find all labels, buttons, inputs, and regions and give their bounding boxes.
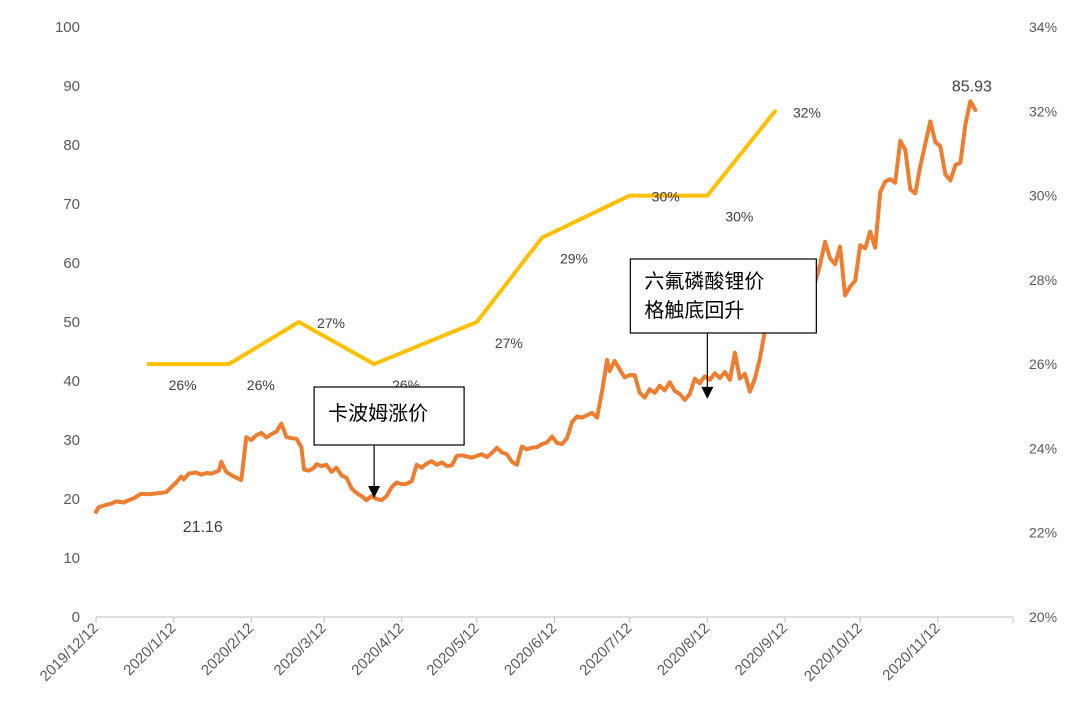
y-left-tick-label: 60 [63,255,80,272]
y-right-tick-label: 28% [1029,272,1057,288]
price-data-label: 21.16 [183,519,223,536]
x-tick-label: 2020/9/12 [732,620,791,679]
price-data-label: 85.93 [952,78,992,95]
x-tick-label: 2020/11/12 [879,620,943,684]
y-right-tick-label: 24% [1029,440,1057,456]
x-tick-label: 2020/4/12 [348,620,407,679]
y-left-tick-label: 100 [55,19,80,36]
annotation-text: 格触底回升 [644,298,744,322]
y-right-tick-label: 26% [1029,356,1057,372]
percent-series-line [146,109,777,367]
y-right-tick-label: 22% [1029,525,1057,541]
annotation-box [313,386,465,446]
series-layer [94,99,978,514]
x-tick-label: 2019/12/12 [37,620,102,685]
y-left-tick-label: 10 [63,550,80,567]
percent-data-label: 26% [169,377,197,393]
y-left-tick-label: 70 [63,196,80,213]
annotation-arrow-head [701,386,714,399]
percent-data-label: 26% [247,377,275,393]
x-tick-label: 2020/2/12 [198,620,257,679]
right-axis: 20% 22% 24% 26% 28% 30% 32% 34% [1029,19,1057,625]
left-axis: 0 10 20 30 40 50 60 70 80 90 100 [55,19,80,626]
y-left-tick-label: 40 [63,373,80,390]
y-right-tick-label: 32% [1029,103,1057,119]
y-right-tick-label: 30% [1029,188,1057,204]
annotation-text: 卡波姆涨价 [328,401,428,425]
x-tick-label: 2020/1/12 [120,620,179,679]
percent-data-label: 29% [560,251,588,267]
y-right-tick-label: 20% [1029,609,1057,625]
percent-data-label: 27% [495,335,523,351]
percent-data-label: 32% [793,104,821,120]
y-left-tick-label: 0 [72,609,80,626]
percent-data-label: 30% [652,189,680,205]
y-left-tick-label: 90 [63,78,80,95]
annotation-box [629,258,817,334]
x-tick-label: 2020/10/12 [801,620,866,685]
price-series-line [94,99,978,514]
x-tick-label: 2020/6/12 [501,620,560,679]
y-right-tick-label: 34% [1029,19,1057,35]
percent-data-label: 30% [725,209,753,225]
y-left-tick-label: 50 [63,314,80,331]
x-axis: 2019/12/12 2020/1/12 2020/2/12 2020/3/12 202… [37,616,1014,685]
annotation-arrow-head [368,486,381,498]
x-tick-label: 2020/5/12 [423,620,482,679]
y-left-tick-label: 80 [63,137,80,154]
x-tick-label: 2020/7/12 [576,620,635,679]
y-left-tick-label: 30 [63,432,80,449]
x-tick-label: 2020/3/12 [271,620,330,679]
annotation-text: 六氟磷酸锂价 [644,269,764,293]
y-left-tick-label: 20 [63,491,80,508]
x-tick-label: 2020/8/12 [654,620,713,679]
percent-data-label: 27% [317,315,345,331]
